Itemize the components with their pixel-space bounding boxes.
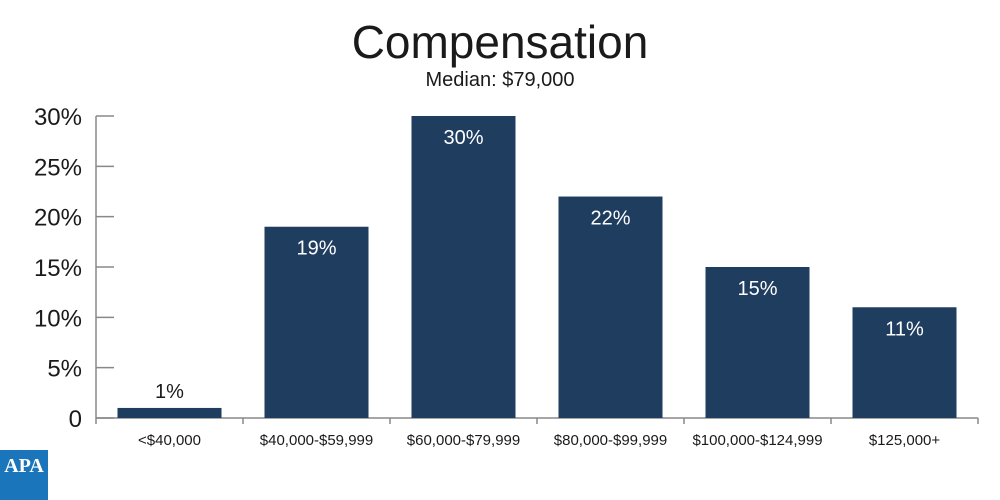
x-tick-label: $100,000-$124,999: [692, 432, 822, 449]
bar: [852, 307, 957, 418]
x-tick-label: $125,000+: [869, 432, 941, 449]
x-tick-label: $40,000-$59,999: [260, 432, 373, 449]
bar-data-label: 30%: [443, 127, 483, 149]
bar-data-label: 22%: [590, 208, 630, 230]
x-tick-label: $80,000-$99,999: [554, 432, 667, 449]
bar-data-label: 11%: [885, 318, 924, 340]
y-tick-label: 25%: [34, 154, 82, 181]
chart-title: Compensation: [352, 16, 649, 68]
bar-data-label: 15%: [737, 278, 777, 300]
bar-data-label: 1%: [155, 381, 184, 403]
chart-subtitle: Median: $79,000: [425, 69, 574, 91]
x-tick-label: <$40,000: [138, 432, 201, 449]
y-tick-label: 15%: [34, 255, 82, 282]
bar: [705, 267, 810, 418]
apa-logo: APA: [0, 450, 48, 500]
bars-group: 1% 19% 30% 22% 15% 11%: [117, 116, 957, 418]
bar: [411, 116, 516, 418]
x-axis: <$40,000 $40,000-$59,999 $60,000-$79,999 $8…: [95, 417, 979, 449]
bar: [558, 196, 663, 418]
x-tick-label: $60,000-$79,999: [407, 432, 520, 449]
bar: [264, 226, 369, 418]
y-axis: 0 5% 10% 15% 20% 25% 30%: [34, 104, 114, 433]
apa-logo-text: APA: [4, 455, 44, 477]
y-tick-label: 10%: [34, 305, 82, 332]
y-tick-label: 30%: [34, 104, 82, 131]
y-tick-label: 0: [69, 406, 82, 433]
y-tick-label: 5%: [47, 356, 82, 383]
bar: [117, 407, 222, 418]
bar-data-label: 19%: [296, 238, 336, 260]
y-tick-label: 20%: [34, 205, 82, 232]
